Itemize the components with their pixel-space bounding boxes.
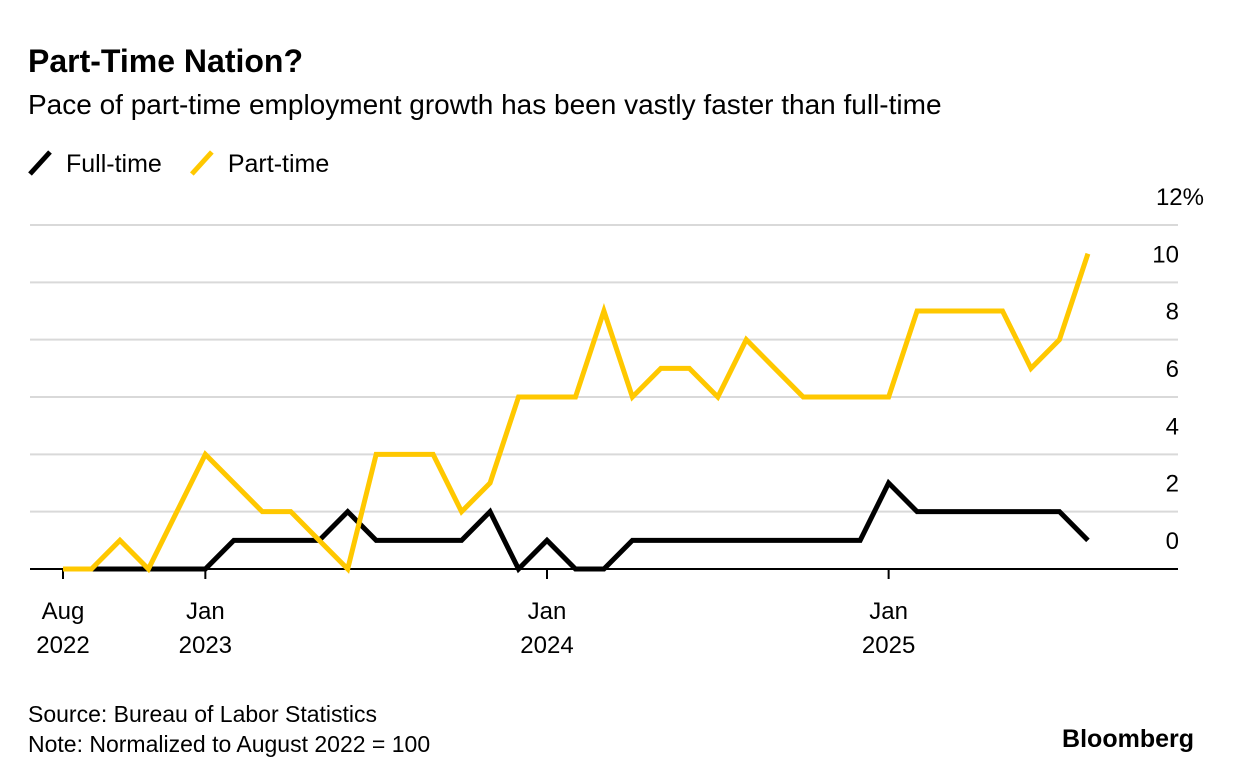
- x-tick-label-line: 2025: [862, 632, 915, 659]
- legend-label: Part-time: [228, 150, 329, 178]
- y-tick-label: 6: [1166, 356, 1179, 383]
- x-tick-label-line: 2023: [179, 632, 232, 659]
- y-tick-label: 8: [1166, 299, 1179, 326]
- y-tick-label: 0: [1166, 528, 1179, 555]
- source: Source: Bureau of Labor Statistics: [28, 701, 377, 727]
- x-tick-label-line: Jan: [186, 598, 225, 625]
- x-tick-label-line: 2024: [520, 632, 573, 659]
- series-line: [63, 252, 1091, 574]
- series-line: [63, 478, 1090, 574]
- chart-subtitle: Pace of part-time employment growth has …: [28, 89, 942, 120]
- x-tick-label-line: 2022: [36, 632, 89, 659]
- x-tick-label: Jan 2023: [179, 598, 232, 659]
- y-tick-label: 12%: [1156, 184, 1204, 211]
- x-tick-label: Jan 2024: [520, 598, 573, 659]
- legend-swatch: [189, 150, 214, 176]
- x-tick-label: Aug 2022: [36, 598, 89, 659]
- x-tick-label-line: Jan: [869, 598, 908, 625]
- legend-label: Full-time: [66, 150, 162, 178]
- note: Note: Normalized to August 2022 = 100: [28, 731, 430, 757]
- y-tick-label: 4: [1166, 413, 1179, 440]
- brand: Bloomberg: [1062, 725, 1194, 753]
- x-tick-label: Jan 2025: [862, 598, 915, 659]
- x-tick-label-line: Aug: [42, 598, 85, 625]
- y-tick-label: 10: [1152, 241, 1179, 268]
- legend-swatch: [28, 150, 52, 176]
- chart-title: Part-Time Nation?: [28, 43, 303, 79]
- x-tick-label-line: Jan: [528, 598, 567, 625]
- y-tick-label: 2: [1166, 471, 1179, 498]
